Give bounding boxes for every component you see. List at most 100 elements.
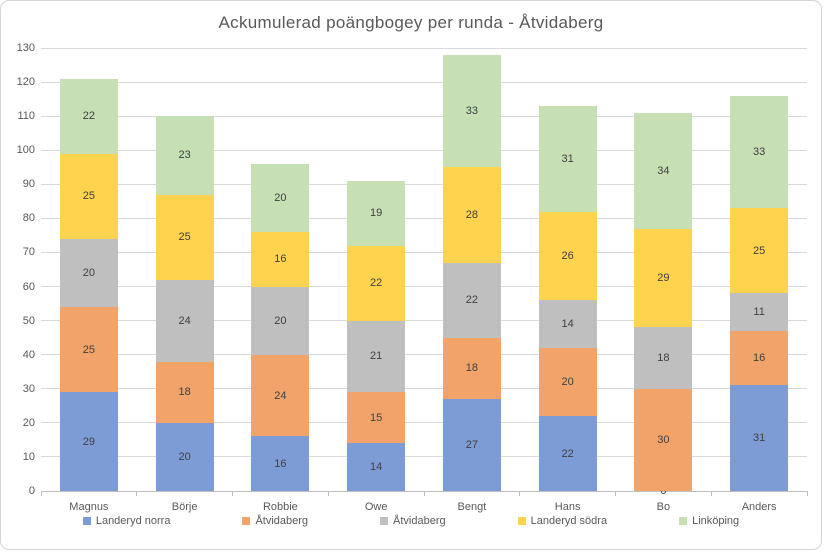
x-axis-tick bbox=[710, 491, 712, 496]
y-axis-tick-label: 40 bbox=[22, 348, 35, 361]
y-axis-tick-label: 60 bbox=[22, 280, 35, 293]
x-axis-category-label: Owe bbox=[364, 501, 388, 513]
gridline bbox=[41, 320, 807, 322]
bar-segment bbox=[347, 245, 406, 321]
gridline bbox=[41, 149, 807, 151]
bar-segment bbox=[730, 330, 789, 386]
y-axis-tick-label: 80 bbox=[22, 212, 35, 225]
legend-item: Åtvidaberg bbox=[242, 515, 308, 527]
bar-segment-label: 23 bbox=[178, 149, 191, 162]
bar-segment-label: 20 bbox=[274, 191, 287, 204]
x-axis-tick bbox=[806, 491, 808, 496]
bar-segment bbox=[155, 361, 214, 423]
bar-segment-label: 29 bbox=[82, 435, 95, 448]
legend-item-label: Landeryd norra bbox=[95, 515, 171, 527]
bar-segment bbox=[442, 337, 501, 399]
legend-color-swatch-icon bbox=[380, 517, 389, 525]
bar-segment-label: 34 bbox=[657, 164, 670, 177]
bar-segment bbox=[155, 422, 214, 491]
bar-segment-label: 27 bbox=[465, 439, 478, 451]
bar-segment bbox=[347, 320, 406, 393]
bar-segment-label: 18 bbox=[657, 352, 670, 365]
bar-column-magnus: 29 25 20 25 22 bbox=[41, 48, 137, 491]
bar-segment bbox=[59, 78, 118, 154]
legend-item: Landeryd norra bbox=[82, 515, 171, 527]
legend-color-swatch-icon bbox=[517, 517, 526, 525]
bar-segment-label: 18 bbox=[178, 386, 191, 399]
bar-segment-label: 28 bbox=[465, 208, 478, 221]
bar-segment-label: 33 bbox=[465, 105, 478, 118]
legend: Landeryd norra Åtvidaberg Åtvidaberg Lander… bbox=[1, 515, 821, 527]
bar-segment-label: 18 bbox=[465, 362, 478, 375]
y-axis-tick-label: 50 bbox=[22, 314, 35, 327]
bar-segment-label: 25 bbox=[178, 231, 191, 244]
gridline bbox=[41, 422, 807, 424]
bar-segment-label: 20 bbox=[178, 450, 191, 463]
bar-segment bbox=[634, 388, 693, 491]
bar-segment-label: 24 bbox=[178, 314, 191, 327]
bar-segment bbox=[155, 279, 214, 362]
gridline bbox=[41, 217, 807, 219]
x-axis-tick bbox=[136, 491, 138, 496]
x-axis-category-label: Magnus bbox=[69, 501, 109, 513]
legend-item: Landeryd södra bbox=[517, 515, 608, 527]
bar-segment bbox=[155, 194, 214, 280]
x-axis-tick bbox=[423, 491, 425, 496]
bar-segment-label: 25 bbox=[82, 343, 95, 356]
bar-column-bo: 0 30 18 29 34 bbox=[616, 48, 712, 497]
bar-segment-label: 25 bbox=[753, 244, 766, 257]
bar-segment bbox=[59, 392, 118, 491]
bar-segment-label: 20 bbox=[561, 375, 574, 388]
bar-segment-label: 22 bbox=[465, 294, 478, 307]
x-axis-tick bbox=[519, 491, 521, 496]
y-axis-tick-label: 130 bbox=[16, 42, 35, 54]
bar-segment bbox=[347, 392, 406, 444]
bar-segment bbox=[442, 167, 501, 263]
bar-segment bbox=[538, 105, 597, 212]
y-axis-tick-label: 0 bbox=[28, 485, 35, 497]
legend-color-swatch-icon bbox=[242, 517, 251, 525]
bar-segment-label: 33 bbox=[753, 145, 766, 158]
bar-segment bbox=[538, 347, 597, 417]
bar-segment-label: 22 bbox=[561, 447, 574, 460]
bar-segment bbox=[730, 293, 789, 331]
y-axis-tick-label: 30 bbox=[22, 382, 35, 395]
bar-segment-label: 31 bbox=[561, 152, 574, 165]
bar-segment bbox=[442, 399, 501, 491]
bar-segment-label: 20 bbox=[274, 314, 287, 327]
bar-segment-label: 22 bbox=[82, 110, 95, 123]
gridline bbox=[41, 47, 807, 49]
gridline bbox=[41, 251, 807, 253]
bar-segment-label: 25 bbox=[82, 190, 95, 203]
x-axis-category-label: Bo bbox=[656, 501, 671, 513]
bar-column-börje: 20 18 24 25 23 bbox=[137, 48, 233, 491]
bar-column-robbie: 16 24 20 16 20 bbox=[233, 48, 329, 491]
y-axis-tick-label: 110 bbox=[17, 110, 35, 123]
legend-item-label: Landeryd södra bbox=[530, 515, 608, 527]
bar-column-bengt: 27 18 22 28 33 bbox=[424, 48, 520, 491]
bar-segment bbox=[634, 228, 693, 328]
bar-segment-label: 16 bbox=[753, 352, 766, 365]
bar-segment bbox=[155, 116, 214, 195]
bar-segment bbox=[251, 232, 310, 287]
y-axis-tick-label: 100 bbox=[16, 144, 35, 157]
bar-segment bbox=[634, 327, 693, 389]
gridline bbox=[41, 115, 807, 117]
bar-segment bbox=[251, 286, 310, 355]
chart-title: Ackumulerad poängbogey per runda - Åtvid… bbox=[218, 13, 604, 32]
bar-segment-label: 19 bbox=[370, 207, 383, 220]
bar-segment bbox=[251, 163, 310, 233]
bar-column-owe: 14 15 21 22 19 bbox=[328, 48, 424, 491]
gridline bbox=[41, 286, 807, 288]
bar-segment-label: 21 bbox=[370, 350, 383, 363]
bar-segment-label: 11 bbox=[753, 306, 765, 319]
legend-item-label: Linköping bbox=[692, 515, 740, 527]
x-axis-category-label: Hans bbox=[554, 501, 581, 513]
bar-segment-label: 26 bbox=[561, 249, 574, 262]
bar-segment bbox=[442, 54, 501, 168]
bar-segment-label: 20 bbox=[82, 266, 95, 279]
plot-area: 29 25 20 25 22 20 18 24 25 23 16 24 20 16 20 14 15 21 22 19… bbox=[40, 47, 808, 513]
bar-segment bbox=[634, 112, 693, 229]
bar-segment-label: 16 bbox=[274, 253, 287, 266]
